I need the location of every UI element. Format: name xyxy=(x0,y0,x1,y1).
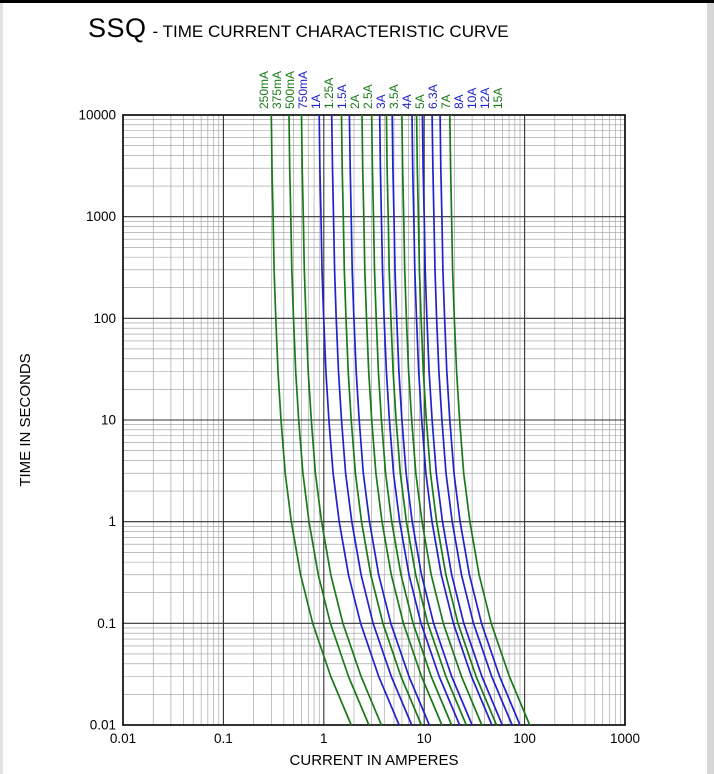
y-tick-1000: 1000 xyxy=(86,209,116,224)
curve-12A xyxy=(439,114,521,726)
x-tick-1: 1 xyxy=(320,731,328,746)
curve-7A xyxy=(415,114,498,726)
curve-1A xyxy=(330,114,413,726)
curve-375mA xyxy=(288,114,370,726)
curve-5A xyxy=(401,114,483,726)
x-tick-0.1: 0.1 xyxy=(214,731,233,746)
curve-label-2A: 2A xyxy=(348,94,362,109)
curve-250mA xyxy=(270,114,352,726)
curve-3A xyxy=(378,114,461,726)
curve-label-375mA: 375mA xyxy=(270,71,284,109)
curve-8A xyxy=(421,114,504,726)
y-tick-0.1: 0.1 xyxy=(97,616,116,631)
curve-label-10A: 10A xyxy=(465,88,479,109)
curve-6.3A xyxy=(411,114,493,726)
y-axis-title: TIME IN SECONDS xyxy=(17,353,34,486)
y-tick-10: 10 xyxy=(101,413,116,428)
left-edge-strip xyxy=(0,3,3,774)
curve-label-3A: 3A xyxy=(374,94,388,109)
x-axis-tick-labels: 0.01 0.1 1 10 100 1000 xyxy=(110,731,640,746)
curve-label-2.5A: 2.5A xyxy=(361,84,375,109)
curve-label-7A: 7A xyxy=(439,94,453,109)
plot-border xyxy=(122,114,626,726)
curve-4A xyxy=(391,114,473,726)
curve-1.5A xyxy=(348,114,431,726)
y-tick-10000: 10000 xyxy=(78,108,116,123)
curve-label-3.5A: 3.5A xyxy=(387,84,401,109)
curve-label-500mA: 500mA xyxy=(283,71,297,109)
curve-rating-labels: 250mA 375mA 500mA 750mA 1A 1.25A 1.5A 2A 2.5A 3A 3… xyxy=(257,71,505,109)
curve-label-1.25A: 1.25A xyxy=(322,78,336,109)
curve-label-750mA: 750mA xyxy=(296,71,310,109)
curve-1.25A xyxy=(340,114,423,726)
curve-label-4A: 4A xyxy=(400,94,414,109)
curve-15A xyxy=(448,114,531,726)
curve-label-250mA: 250mA xyxy=(257,71,271,109)
y-tick-100: 100 xyxy=(93,311,116,326)
curve-3.5A xyxy=(385,114,468,726)
y-axis-tick-labels: 0.01 0.1 1 10 100 1000 10000 xyxy=(78,108,116,733)
title-text: - TIME CURRENT CHARACTERISTIC CURVE xyxy=(152,22,509,41)
x-axis-title: CURRENT IN AMPERES xyxy=(290,752,459,769)
curve-label-1A: 1A xyxy=(309,94,323,109)
right-edge-strip xyxy=(707,3,714,774)
curve-label-15A: 15A xyxy=(491,88,505,109)
fuse-curves xyxy=(270,114,531,726)
page-title: SSQ - TIME CURRENT CHARACTERISTIC CURVE xyxy=(88,13,509,44)
curve-label-12A: 12A xyxy=(478,88,492,109)
curve-500mA xyxy=(300,114,383,726)
curve-label-6.3A: 6.3A xyxy=(426,84,440,109)
curve-label-1.5A: 1.5A xyxy=(335,84,349,109)
x-tick-0.01: 0.01 xyxy=(110,731,136,746)
product-name: SSQ xyxy=(88,13,147,43)
x-tick-100: 100 xyxy=(513,731,536,746)
curve-2A xyxy=(361,114,443,726)
x-tick-1000: 1000 xyxy=(610,731,640,746)
curve-label-5A: 5A xyxy=(413,94,427,109)
curve-10A xyxy=(431,114,513,726)
y-tick-1: 1 xyxy=(108,514,116,529)
curve-label-8A: 8A xyxy=(452,94,466,109)
y-tick-0.01: 0.01 xyxy=(90,718,116,733)
curve-750mA xyxy=(318,114,400,726)
curve-2.5A xyxy=(370,114,453,726)
time-current-curve-chart: 250mA 375mA 500mA 750mA 1A 1.25A 1.5A 2A 2.5A 3A 3… xyxy=(17,71,640,769)
x-tick-10: 10 xyxy=(417,731,432,746)
